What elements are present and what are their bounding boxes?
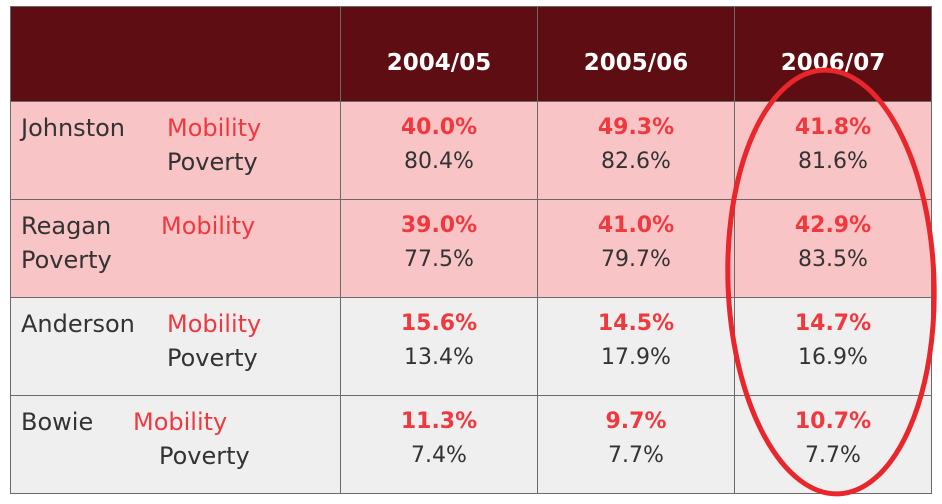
poverty-value: 83.5% bbox=[798, 247, 868, 272]
header-row: 2004/05 2005/06 2006/07 bbox=[10, 6, 932, 102]
value-cell: 42.9% 83.5% bbox=[734, 199, 932, 298]
poverty-label: Poverty bbox=[167, 344, 258, 372]
value-cell: 41.0% 79.7% bbox=[537, 199, 735, 298]
poverty-label: Poverty bbox=[21, 246, 112, 274]
year-header-2004: 2004/05 bbox=[340, 6, 538, 102]
value-cell: 41.8% 81.6% bbox=[734, 101, 932, 200]
value-cell: 15.6% 13.4% bbox=[340, 297, 538, 396]
mobility-value: 40.0% bbox=[400, 115, 478, 140]
value-cell: 11.3% 7.4% bbox=[340, 395, 538, 494]
value-cell: 14.7% 16.9% bbox=[734, 297, 932, 396]
value-cell: 14.5% 17.9% bbox=[537, 297, 735, 396]
table-row: Reagan Mobility Poverty 39.0% 77.5% 41.0… bbox=[10, 199, 932, 298]
mobility-value: 14.5% bbox=[597, 311, 675, 336]
header-corner bbox=[10, 6, 341, 102]
poverty-value: 16.9% bbox=[798, 345, 868, 370]
mobility-value: 15.6% bbox=[400, 311, 478, 336]
county-name: Reagan bbox=[21, 212, 112, 240]
county-name: Johnston bbox=[21, 114, 125, 142]
poverty-value: 77.5% bbox=[404, 247, 474, 272]
poverty-value: 79.7% bbox=[601, 247, 671, 272]
mobility-value: 9.7% bbox=[605, 409, 667, 434]
poverty-value: 82.6% bbox=[601, 149, 671, 174]
poverty-value: 80.4% bbox=[404, 149, 474, 174]
mobility-label: Mobility bbox=[133, 408, 228, 436]
mobility-value: 39.0% bbox=[400, 213, 478, 238]
county-name: Anderson bbox=[21, 310, 135, 338]
poverty-value: 7.7% bbox=[608, 443, 664, 468]
mobility-value: 41.8% bbox=[794, 115, 872, 140]
mobility-value: 42.9% bbox=[794, 213, 872, 238]
value-cell: 9.7% 7.7% bbox=[537, 395, 735, 494]
mobility-value: 49.3% bbox=[597, 115, 675, 140]
mobility-label: Mobility bbox=[167, 114, 262, 142]
mobility-poverty-table: 2004/05 2005/06 2006/07 Johnston Mobilit… bbox=[10, 6, 932, 494]
table-row: Bowie Mobility Poverty 11.3% 7.4% 9.7% 7… bbox=[10, 395, 932, 494]
value-cell: 40.0% 80.4% bbox=[340, 101, 538, 200]
poverty-value: 13.4% bbox=[404, 345, 474, 370]
poverty-label: Poverty bbox=[159, 442, 250, 470]
table-row: Johnston Mobility Poverty 40.0% 80.4% 49… bbox=[10, 101, 932, 200]
year-header-2005: 2005/06 bbox=[537, 6, 735, 102]
value-cell: 39.0% 77.5% bbox=[340, 199, 538, 298]
table-row: Anderson Mobility Poverty 15.6% 13.4% 14… bbox=[10, 297, 932, 396]
row-label-cell: Reagan Mobility Poverty bbox=[10, 199, 341, 298]
year-header-2006: 2006/07 bbox=[734, 6, 932, 102]
poverty-value: 7.4% bbox=[411, 443, 467, 468]
county-name: Bowie bbox=[21, 408, 94, 436]
value-cell: 10.7% 7.7% bbox=[734, 395, 932, 494]
poverty-value: 81.6% bbox=[798, 149, 868, 174]
mobility-value: 14.7% bbox=[794, 311, 872, 336]
poverty-value: 17.9% bbox=[601, 345, 671, 370]
row-label-cell: Johnston Mobility Poverty bbox=[10, 101, 341, 200]
mobility-label: Mobility bbox=[167, 310, 262, 338]
poverty-value: 7.7% bbox=[805, 443, 861, 468]
mobility-value: 41.0% bbox=[597, 213, 675, 238]
mobility-value: 11.3% bbox=[400, 409, 478, 434]
poverty-label: Poverty bbox=[167, 148, 258, 176]
value-cell: 49.3% 82.6% bbox=[537, 101, 735, 200]
mobility-value: 10.7% bbox=[794, 409, 872, 434]
mobility-label: Mobility bbox=[161, 212, 256, 240]
row-label-cell: Anderson Mobility Poverty bbox=[10, 297, 341, 396]
row-label-cell: Bowie Mobility Poverty bbox=[10, 395, 341, 494]
